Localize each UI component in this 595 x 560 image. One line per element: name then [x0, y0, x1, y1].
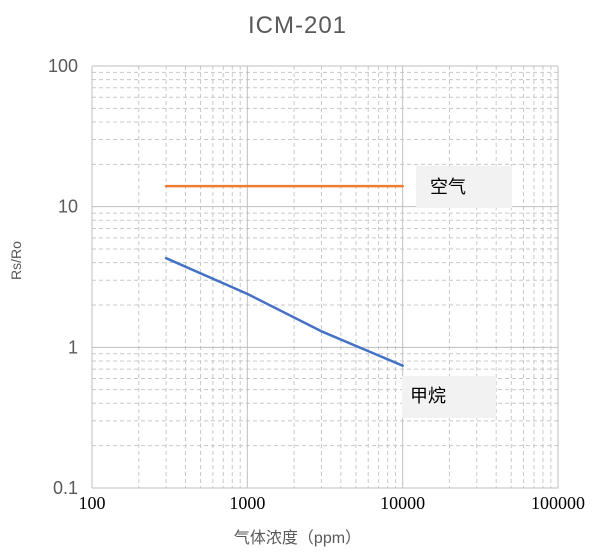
x-tick-label: 10000 — [380, 493, 425, 513]
series-group — [164, 184, 404, 367]
y-tick-label: 10 — [58, 197, 78, 217]
y-tick-label: 0.1 — [53, 478, 78, 498]
x-tick-label: 1000 — [229, 493, 265, 513]
x-tick-label: 100000 — [531, 493, 585, 513]
annotation-box — [402, 376, 496, 418]
chart-title: ICM-201 — [247, 12, 348, 39]
series-line-methane — [164, 256, 404, 367]
x-tick-label: 100 — [79, 493, 106, 513]
y-tick-label: 1 — [68, 337, 78, 357]
ticks: 0.1 1 10 100 100 1000 10000 100000 — [48, 56, 585, 513]
y-tick-label: 100 — [48, 56, 78, 76]
x-axis-label: 气体浓度（ppm） — [233, 530, 362, 547]
grid — [91, 65, 559, 489]
annotation-box — [416, 166, 512, 208]
annotation-label: 甲烷 — [410, 386, 446, 406]
annotation-label: 空气 — [430, 177, 466, 197]
